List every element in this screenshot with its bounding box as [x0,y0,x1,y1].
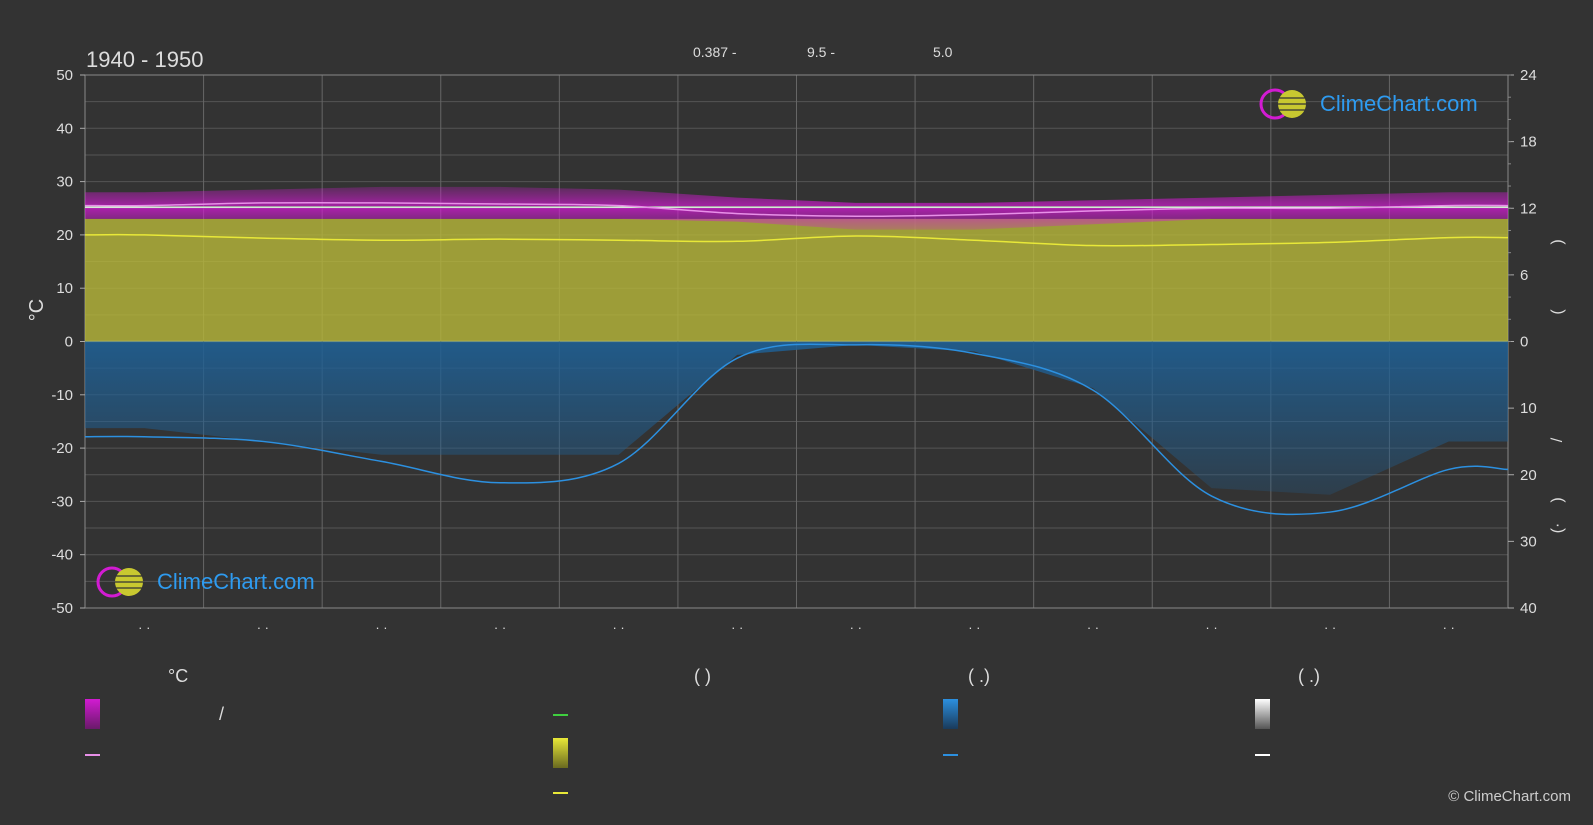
left-tick-label: 50 [56,67,73,84]
precipitation-line [84,343,1509,516]
y-axis-left-label: °C [26,299,48,321]
logo-text: ClimeChart.com [157,569,315,594]
left-tick-label: -40 [51,547,73,564]
logo-text: ClimeChart.com [1320,91,1478,116]
credit-text[interactable]: © ClimeChart.com [1448,788,1571,805]
left-tick-label: 40 [56,120,73,137]
left-tick-label: 20 [56,227,73,244]
left-tick-label: 10 [56,280,73,297]
top-value-1: 0.387 - [693,44,737,60]
legend-header-snow: ( .) [1298,666,1320,686]
logo-bottom[interactable]: ClimeChart.com [95,565,315,599]
right-axis-label: (· [1549,523,1566,534]
x-tick-label: · · [257,620,269,635]
legend-swatch-mean-temp [85,754,100,756]
legend-header-temperature: °C [168,666,189,686]
x-tick-label: · · [138,620,150,635]
right-tick-label: 10 [1520,400,1537,417]
x-tick-label: · · [1205,620,1217,635]
mean-temperature-line [84,201,1509,218]
right-axis-label: ( [1549,309,1566,315]
x-tick-label: · · [1087,620,1099,635]
climechart-logo-icon [1259,88,1306,120]
legend-label-temp-range: / [219,704,225,724]
x-tick-label: · · [494,620,506,635]
left-tick-label: -20 [51,440,73,457]
sunshine-line [84,233,1509,247]
right-tick-label: 18 [1520,134,1537,151]
sunshine-area [85,218,1508,342]
right-axis-label: ) [1549,239,1566,244]
chart-axes: 50 40 30 20 10 0 -10 -20 -30 -40 -50 24 18 12 6 0 10 20 30… [51,67,1566,635]
legend-swatch-daylight [553,714,568,716]
right-tick-label: 40 [1520,600,1537,617]
left-tick-label: 30 [56,174,73,191]
legend-swatch-sunshine [553,738,568,768]
right-axis-label: / [1549,437,1566,442]
right-tick-label: 6 [1520,267,1528,284]
right-tick-label: 30 [1520,533,1537,550]
right-tick-label: 12 [1520,200,1537,217]
legend-swatch-temp-range [85,699,100,729]
x-tick-label: · · [850,620,862,635]
legend-swatch-sunshine-line [553,792,568,794]
legend-swatch-precip-line [943,754,958,756]
climechart-logo-icon [96,566,143,598]
logo-top[interactable]: ClimeChart.com [1258,87,1478,121]
right-tick-label: 0 [1520,334,1528,351]
x-tick-label: · · [1443,620,1455,635]
right-tick-label: 20 [1520,467,1537,484]
legend-swatch-snow-line [1255,754,1270,756]
x-tick-label: · · [1324,620,1336,635]
legend-header-precip: ( .) [968,666,990,686]
climate-chart: 50 40 30 20 10 0 -10 -20 -30 -40 -50 24 18 12 6 0 10 20 30… [26,44,1566,635]
precipitation-area [85,341,1508,495]
legend-header-sun: ( ) [694,666,711,686]
left-tick-label: 0 [65,334,73,351]
top-value-3: 5.0 [933,44,953,60]
right-axis-label: ) [1549,497,1566,502]
chart-lines [84,201,1509,516]
chart-title: 1940 - 1950 [86,47,203,72]
legend-swatch-snow [1255,699,1270,729]
temperature-range-band [85,186,1508,230]
x-tick-label: · · [612,620,624,635]
x-tick-label: · · [731,620,743,635]
x-tick-label: · · [375,620,387,635]
chart-areas [85,186,1508,495]
legend-swatch-precip [943,699,958,729]
x-tick-label: · · [968,620,980,635]
left-tick-label: -30 [51,493,73,510]
left-tick-label: -50 [51,600,73,617]
top-value-2: 9.5 - [807,44,835,60]
right-tick-label: 24 [1520,67,1537,84]
legend: °C ( ) ( .) ( .) / [0,640,1593,825]
left-tick-label: -10 [51,387,73,404]
